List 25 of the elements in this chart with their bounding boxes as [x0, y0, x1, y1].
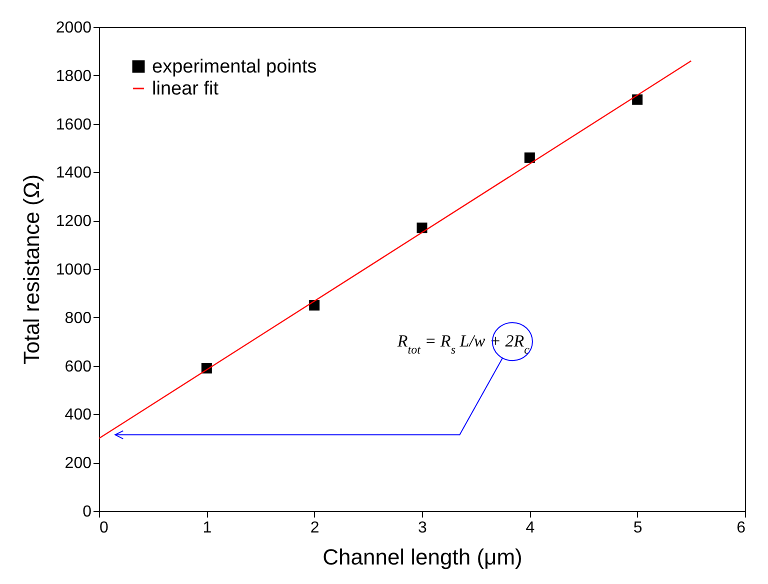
y-tick-label: 1400 — [56, 164, 92, 182]
y-tick-label: 200 — [64, 455, 92, 472]
legend-label: experimental points — [152, 56, 317, 78]
point — [632, 94, 643, 105]
y-tick-label: 1600 — [56, 116, 92, 134]
x-axis-title: Channel length (μm) — [322, 544, 522, 570]
x-tick-label: 5 — [633, 520, 642, 536]
y-tick-label: 0 — [82, 504, 92, 520]
y-tick-label: 1200 — [56, 213, 92, 230]
y-axis-title: Total resistance (Ω) — [18, 174, 44, 365]
x-tick-label: 2 — [310, 520, 320, 536]
y-tick-label: 400 — [64, 406, 92, 424]
x-tick-label: 3 — [418, 520, 428, 536]
legend-label: linear fit — [152, 78, 220, 100]
y-tick-label: 1000 — [56, 262, 92, 278]
y-tick-label: 1800 — [56, 68, 92, 85]
point — [309, 300, 320, 311]
x-tick-label: 4 — [526, 520, 535, 536]
y-tick-label: 800 — [64, 310, 92, 327]
y-tick-label: 2000 — [56, 20, 92, 36]
x-tick-label: 6 — [736, 520, 746, 536]
point — [524, 152, 535, 163]
x-tick-label: 0 — [100, 520, 108, 536]
y-tick-label: 600 — [64, 358, 92, 376]
x-tick-label: 1 — [202, 520, 212, 536]
